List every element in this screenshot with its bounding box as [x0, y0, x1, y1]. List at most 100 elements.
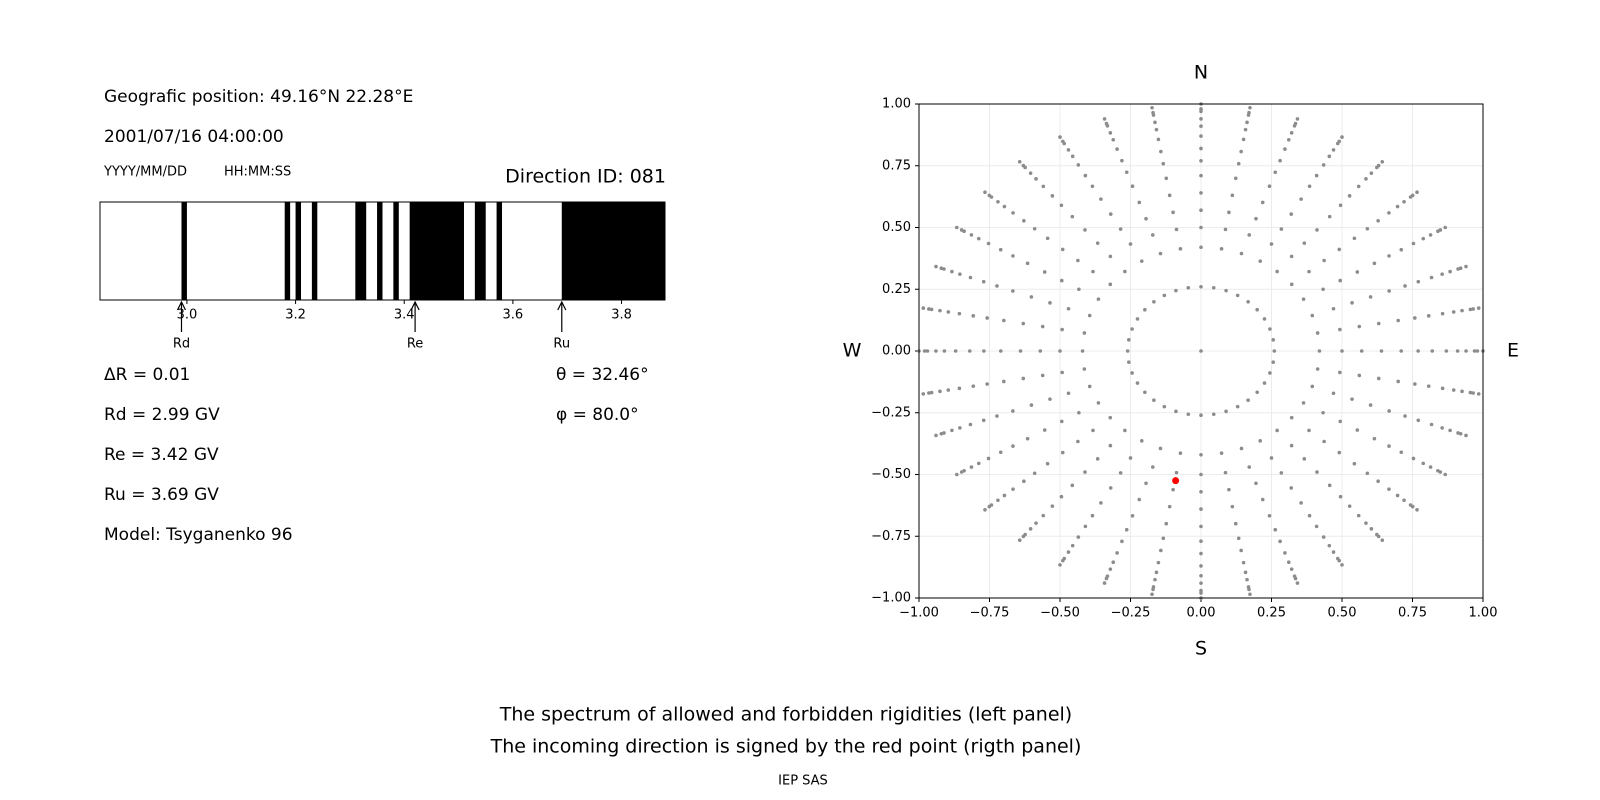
direction-point: [1137, 200, 1142, 205]
direction-point: [1070, 154, 1075, 159]
direction-point: [969, 233, 974, 237]
direction-point: [1104, 576, 1109, 581]
direction-point: [1025, 436, 1030, 441]
direction-point: [1293, 121, 1298, 126]
direction-point: [1017, 159, 1022, 164]
direction-point: [1387, 211, 1391, 215]
direction-point: [1108, 567, 1113, 571]
direction-point: [1144, 481, 1148, 486]
direction-point: [1295, 581, 1300, 585]
direction-point: [1275, 269, 1279, 274]
direction-point: [998, 450, 1003, 455]
direction-point: [1171, 487, 1175, 492]
direction-point: [1322, 258, 1326, 263]
direction-point: [1321, 163, 1326, 167]
direction-point: [987, 193, 992, 198]
direction-point: [1199, 109, 1203, 114]
direction-point: [1115, 551, 1119, 555]
direction-point: [1247, 465, 1252, 469]
direction-point: [1091, 269, 1095, 274]
direction-point: [1045, 461, 1050, 466]
direction-point: [1091, 428, 1095, 433]
direction-point: [927, 307, 931, 311]
direction-point: [1338, 494, 1343, 499]
direction-point: [1415, 190, 1419, 195]
direction-point: [1355, 270, 1360, 274]
direction-point: [1440, 272, 1444, 276]
direction-point: [957, 311, 962, 316]
direction-point: [1460, 389, 1464, 394]
direction-point: [1254, 216, 1258, 221]
x-tick-label: 0.25: [1257, 606, 1286, 621]
direction-point: [1130, 513, 1135, 518]
direction-point: [1410, 193, 1415, 198]
direction-point: [1058, 135, 1062, 139]
x-tick-label: 3.2: [285, 308, 306, 323]
direction-point: [1396, 318, 1400, 323]
direction-point: [1011, 254, 1015, 258]
direction-point: [1315, 228, 1319, 232]
direction-point: [1199, 146, 1203, 151]
direction-point: [1021, 376, 1026, 381]
direction-point: [1199, 173, 1203, 178]
direction-point: [1167, 504, 1172, 509]
direction-point: [1443, 225, 1448, 230]
direction-point: [1350, 397, 1354, 401]
direction-point: [1070, 543, 1075, 548]
direction-point: [1115, 147, 1119, 151]
direction-point: [1158, 446, 1163, 451]
direction-point: [1283, 551, 1287, 555]
direction-point: [967, 349, 972, 353]
direction-point: [1011, 289, 1015, 293]
direction-point: [1376, 534, 1381, 539]
direction-point: [1295, 117, 1300, 121]
direction-point: [1153, 577, 1157, 582]
direction-point: [1416, 349, 1420, 353]
direction-point: [1199, 225, 1203, 230]
direction-point: [1464, 264, 1468, 269]
marker-arrowhead: [410, 300, 420, 311]
direction-point: [986, 456, 991, 461]
direction-point: [958, 426, 962, 430]
caption: The incoming direction is signed by the …: [490, 736, 1082, 758]
direction-point: [1271, 338, 1276, 342]
direction-point: [1258, 439, 1263, 443]
direction-point: [1239, 251, 1244, 256]
direction-point: [1099, 501, 1103, 505]
direction-point: [934, 433, 938, 438]
direction-point: [1380, 538, 1385, 543]
direction-point: [1137, 497, 1142, 502]
direction-point: [1356, 184, 1361, 189]
direction-point: [1402, 498, 1406, 503]
direction-point: [934, 264, 938, 269]
direction-point: [1430, 349, 1435, 353]
compass-east: E: [1507, 340, 1519, 362]
direction-point: [1135, 381, 1140, 385]
direction-point: [1174, 227, 1179, 232]
direction-point: [1289, 212, 1294, 216]
direction-point: [1174, 470, 1179, 475]
direction-point: [1124, 527, 1129, 532]
direction-point: [1059, 203, 1064, 208]
direction-point: [1471, 307, 1475, 311]
direction-point: [1034, 521, 1038, 525]
direction-point: [1286, 137, 1291, 142]
forbidden-band: [561, 202, 665, 300]
direction-point: [976, 461, 981, 466]
direction-point: [1286, 560, 1291, 565]
geographic-position: Geografic position: 49.16°N 22.28°E: [104, 87, 413, 107]
direction-point: [1403, 284, 1407, 288]
y-tick-label: 1.00: [882, 97, 911, 112]
direction-point: [1307, 428, 1311, 433]
direction-point: [1321, 287, 1325, 292]
direction-point: [1011, 211, 1015, 215]
direction-point: [1476, 392, 1481, 396]
direction-point: [983, 190, 987, 195]
direction-point: [1260, 200, 1265, 205]
direction-point: [1387, 444, 1391, 448]
direction-point: [938, 389, 942, 394]
direction-point: [1199, 124, 1203, 129]
direction-point: [1058, 349, 1062, 353]
direction-point: [1111, 137, 1116, 142]
direction-point: [1199, 134, 1203, 138]
